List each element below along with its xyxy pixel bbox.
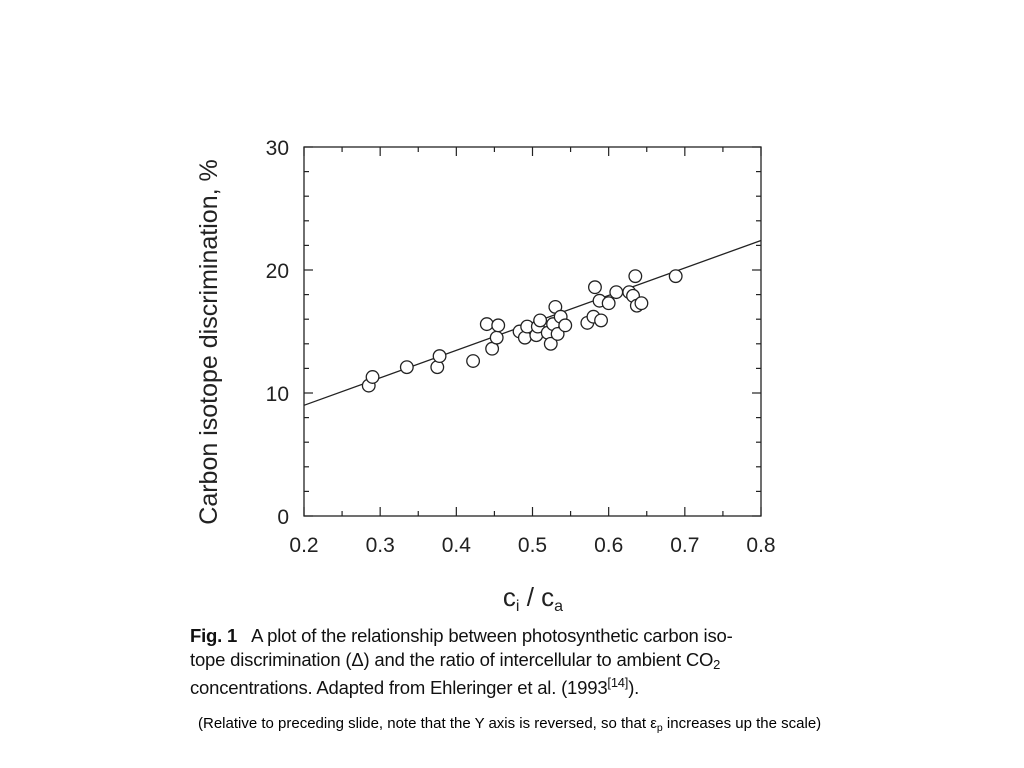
x-tick-label: 0.6 — [594, 534, 623, 557]
data-point — [399, 360, 414, 375]
data-point — [668, 269, 683, 284]
note-text-end: increases up the scale) — [662, 715, 822, 732]
data-point — [430, 360, 445, 375]
y-tick-label: 0 — [277, 506, 289, 529]
data-point — [550, 327, 565, 341]
data-points — [361, 269, 683, 393]
data-point — [634, 296, 649, 311]
figure-label: Fig. 1 — [190, 625, 238, 646]
y-tick-label: 10 — [266, 383, 289, 406]
y-tick-label: 20 — [266, 260, 289, 283]
caption-co2-subscript: 2 — [713, 656, 721, 672]
data-point — [466, 354, 481, 368]
data-point — [479, 317, 494, 332]
y-tick-labels: 0 10 20 30 — [266, 137, 289, 529]
note-text: (Relative to preceding slide, note that … — [198, 715, 657, 732]
data-point — [533, 313, 548, 328]
data-point — [558, 318, 573, 333]
data-point — [588, 280, 602, 295]
data-point — [365, 370, 380, 384]
caption-reference: [14] — [607, 675, 629, 690]
caption-line-1: A plot of the relationship between photo… — [251, 625, 733, 646]
data-point — [609, 285, 624, 300]
caption-line-2: tope discrimination (Δ) and the ratio of… — [190, 648, 714, 670]
data-point — [491, 318, 506, 333]
x-tick-label: 0.5 — [518, 534, 547, 557]
x-tick-labels: 0.2 0.3 0.4 0.5 0.6 0.7 0.8 — [289, 534, 775, 557]
note-subscript: p — [656, 722, 663, 734]
figure-caption: Fig. 1 A plot of the relationship between… — [190, 624, 790, 700]
scatter-chart: 0.2 0.3 0.4 0.5 0.6 0.7 0.8 0 10 20 30 Carbon iso… — [195, 137, 776, 615]
x-tick-label: 0.7 — [670, 534, 699, 557]
x-tick-label: 0.4 — [442, 534, 472, 557]
x-tick-label: 0.8 — [746, 534, 775, 557]
y-tick-label: 30 — [266, 137, 289, 160]
slide-note: (Relative to preceding slide, note that … — [198, 715, 918, 734]
data-point — [432, 349, 447, 364]
data-point — [543, 336, 558, 351]
caption-line-3: concentrations. Adapted from Ehleringer … — [190, 677, 608, 699]
data-point — [601, 296, 616, 311]
data-point — [594, 313, 609, 328]
x-axis-title: ci / ca — [503, 582, 563, 615]
y-axis-title: Carbon isotope discrimination, % — [195, 159, 223, 524]
caption-line-3-end: ). — [628, 677, 640, 699]
x-tick-label: 0.3 — [366, 534, 395, 557]
x-tick-label: 0.2 — [289, 534, 318, 557]
data-point — [489, 330, 504, 345]
data-point — [517, 330, 532, 345]
data-point — [628, 269, 643, 284]
axis-ticks — [303, 146, 762, 517]
